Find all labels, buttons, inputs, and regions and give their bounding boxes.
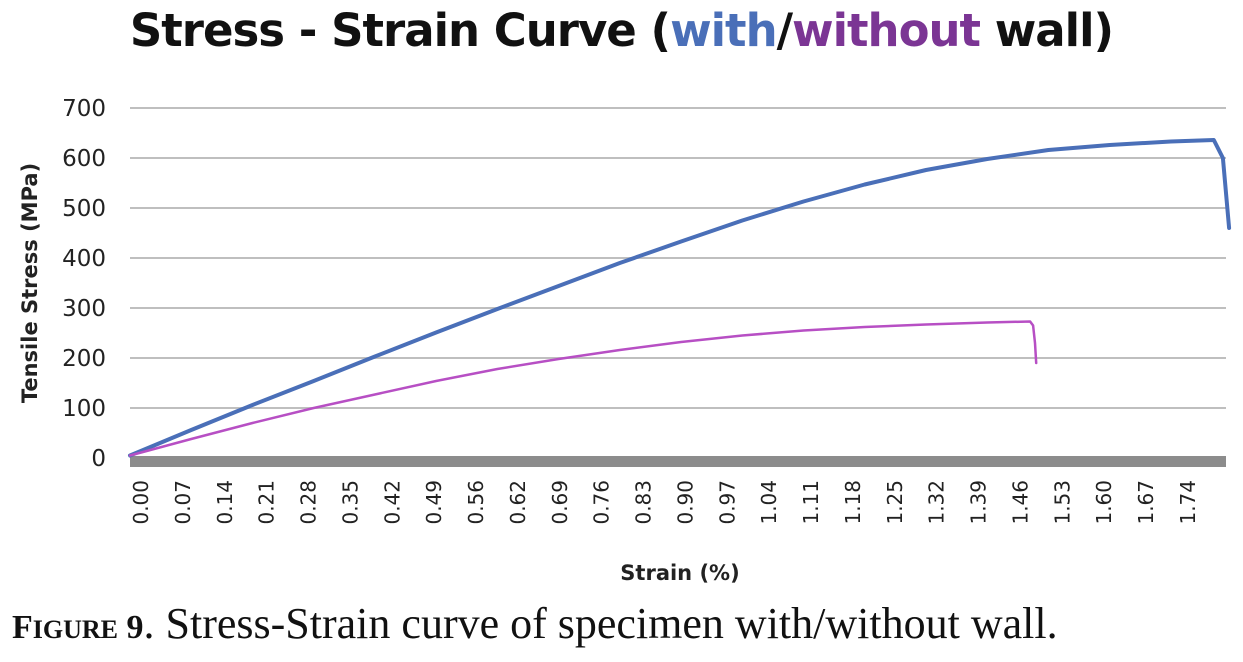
- data-series: [128, 138, 1232, 458]
- x-tick-label-0.07: 0.07: [171, 480, 195, 525]
- x-tick-label-1.67: 1.67: [1134, 480, 1158, 525]
- caption-text: . Stress-Strain curve of specimen with/w…: [143, 599, 1058, 648]
- x-tick-label-1.32: 1.32: [925, 480, 949, 525]
- title-part1: Stress - Strain Curve (: [129, 4, 671, 57]
- caption-prefix-small: IGURE: [32, 615, 119, 644]
- x-tick-label-1.60: 1.60: [1092, 480, 1116, 525]
- x-tick-label-0.83: 0.83: [632, 480, 656, 525]
- x-tick-label-0.00: 0.00: [129, 480, 153, 525]
- x-tick-label-1.18: 1.18: [841, 480, 865, 525]
- caption-prefix-big: F: [12, 609, 33, 646]
- y-tick-labels: 0 100 200 300 400 500 600 700: [62, 96, 106, 472]
- y-tick-label-500: 500: [62, 196, 106, 222]
- figure-caption: FIGURE 9. Stress-Strain curve of specime…: [12, 598, 1058, 649]
- y-tick-label-300: 300: [62, 296, 106, 322]
- x-tick-label-0.42: 0.42: [380, 480, 404, 525]
- x-tick-label-0.69: 0.69: [548, 480, 572, 525]
- x-tick-label-0.90: 0.90: [673, 480, 697, 525]
- caption-number: 9: [118, 609, 144, 646]
- x-tick-label-1.25: 1.25: [883, 480, 907, 525]
- x-tick-label-1.74: 1.74: [1176, 480, 1200, 525]
- x-tick-label-0.21: 0.21: [255, 480, 279, 525]
- title-part2: wall): [980, 4, 1114, 57]
- title-without-word: without: [792, 4, 981, 57]
- x-axis-label: Strain (%): [620, 561, 739, 585]
- y-tick-label-400: 400: [62, 246, 106, 272]
- x-tick-label-1.46: 1.46: [1008, 480, 1032, 525]
- x-tick-label-1.11: 1.11: [799, 480, 823, 525]
- x-tick-label-1.39: 1.39: [967, 480, 991, 525]
- x-tick-label-1.04: 1.04: [757, 480, 781, 525]
- x-tick-label-0.97: 0.97: [715, 480, 739, 525]
- x-tick-label-0.76: 0.76: [590, 480, 614, 525]
- x-tick-label-0.49: 0.49: [422, 480, 446, 525]
- x-axis-line: [130, 456, 1226, 467]
- y-tick-label-200: 200: [62, 346, 106, 372]
- y-tick-label-700: 700: [62, 96, 106, 122]
- series-line-without: [128, 320, 1038, 457]
- y-tick-label-600: 600: [62, 146, 106, 172]
- title-with-word: with: [670, 4, 778, 57]
- x-tick-label-0.14: 0.14: [213, 480, 237, 525]
- title-slash: /: [776, 4, 793, 57]
- x-tick-label-0.62: 0.62: [506, 480, 530, 525]
- x-tick-labels: 0.00 0.07 0.14 0.21 0.28 0.35 0.42 0.49 0.56 0.62…: [129, 480, 1200, 525]
- y-axis-label: Tensile Stress (MPa): [18, 163, 42, 403]
- y-tick-label-0: 0: [91, 446, 106, 472]
- x-tick-label-0.35: 0.35: [338, 480, 362, 525]
- chart-title: Stress - Strain Curve (with/without wall…: [0, 4, 1243, 57]
- x-tick-label-0.28: 0.28: [297, 480, 321, 525]
- series-line-with: [128, 138, 1232, 458]
- x-tick-label-0.56: 0.56: [464, 480, 488, 525]
- y-tick-label-100: 100: [62, 396, 106, 422]
- x-tick-label-1.53: 1.53: [1050, 480, 1074, 525]
